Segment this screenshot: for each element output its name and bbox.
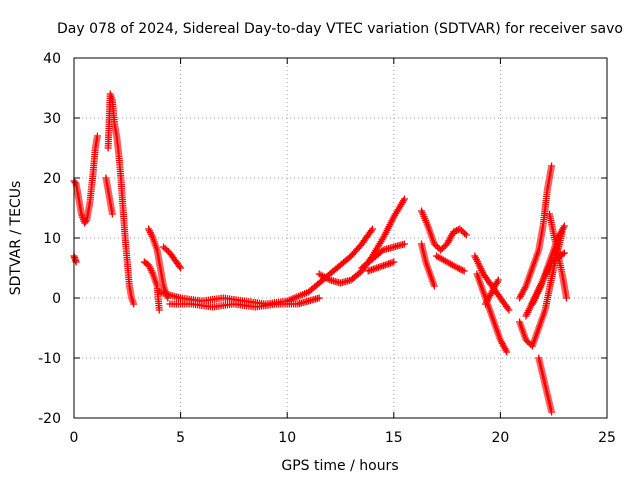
data-point [459, 228, 467, 236]
series-track-l [364, 258, 398, 275]
data-point [562, 294, 570, 302]
series-track-a [70, 132, 101, 227]
series-track-x [528, 222, 568, 308]
y-tick-label: 20 [43, 171, 61, 187]
x-tick-label: 5 [176, 430, 185, 446]
series-track-f [140, 258, 163, 314]
series-track-r [481, 276, 502, 308]
data-point [155, 306, 163, 314]
series-track-j [315, 195, 408, 287]
data-point [177, 264, 185, 272]
series-track-o [432, 252, 468, 275]
data-point [161, 245, 169, 252]
data-point [456, 225, 464, 233]
data-point [390, 258, 398, 266]
data-points-layer [70, 90, 570, 416]
series-track-n [418, 240, 438, 290]
data-point [440, 243, 448, 251]
data-point [460, 267, 468, 275]
data-point [315, 294, 323, 302]
data-point [432, 242, 440, 249]
data-point [400, 195, 408, 203]
y-tick-label: 10 [43, 231, 61, 247]
series-track-g [160, 243, 185, 272]
data-point [430, 240, 438, 248]
series-track-p [471, 252, 513, 314]
x-tick-label: 0 [70, 430, 79, 446]
x-tick-labels: 0 5 10 15 20 25 [70, 430, 616, 446]
y-tick-label: 0 [52, 291, 61, 307]
data-point [93, 132, 101, 140]
series-track-d [102, 174, 116, 218]
series-track-s [516, 162, 556, 302]
y-tick-label: 30 [43, 111, 61, 127]
data-point [454, 264, 462, 272]
data-point [434, 243, 442, 251]
data-point [82, 218, 90, 225]
data-point [176, 263, 184, 270]
series-track-i [166, 294, 323, 311]
data-point [454, 226, 462, 234]
y-tick-label: -10 [38, 351, 61, 367]
x-tick-label: 25 [598, 430, 616, 446]
series-track-b [70, 252, 80, 266]
data-point [451, 227, 459, 235]
x-tick-label: 10 [278, 430, 296, 446]
data-point [368, 225, 376, 233]
series-track-c [104, 90, 138, 308]
x-axis-label: GPS time / hours [281, 458, 398, 474]
data-point [430, 282, 438, 290]
data-point [559, 250, 567, 258]
data-point [525, 339, 533, 347]
data-point [462, 231, 470, 239]
data-point [560, 249, 568, 257]
data-point [494, 276, 502, 284]
data-point [524, 338, 532, 345]
data-point [503, 348, 511, 356]
data-point [437, 246, 445, 254]
series-track-m [418, 207, 470, 254]
y-tick-label: 40 [43, 51, 61, 67]
data-point [548, 408, 556, 416]
data-point [522, 336, 530, 344]
series-track-e [145, 225, 172, 302]
data-point [367, 227, 375, 235]
data-point [163, 246, 171, 254]
data-point [130, 300, 138, 308]
data-point [449, 228, 457, 236]
x-tick-label: 20 [491, 430, 509, 446]
data-point [461, 230, 469, 237]
series-track-k [358, 240, 408, 272]
x-tick-label: 15 [385, 430, 403, 446]
data-point [455, 265, 463, 273]
y-tick-labels: -20 -10 0 10 20 30 40 [38, 51, 61, 427]
y-axis-label: SDTVAR / TECUs [8, 181, 24, 296]
data-point [505, 306, 513, 314]
data-point [459, 266, 467, 274]
series-track-v [535, 354, 556, 416]
data-point [560, 222, 568, 230]
data-point [438, 245, 446, 252]
data-point [457, 227, 465, 234]
data-point [160, 243, 168, 251]
data-point [71, 179, 79, 186]
tick-marks-layer [73, 57, 608, 419]
data-point [457, 266, 465, 273]
y-tick-label: -20 [38, 411, 61, 427]
data-point [400, 240, 408, 248]
data-point [548, 162, 556, 170]
chart-title: Day 078 of 2024, Sidereal Day-to-day VTE… [57, 21, 623, 37]
data-point [108, 210, 116, 218]
